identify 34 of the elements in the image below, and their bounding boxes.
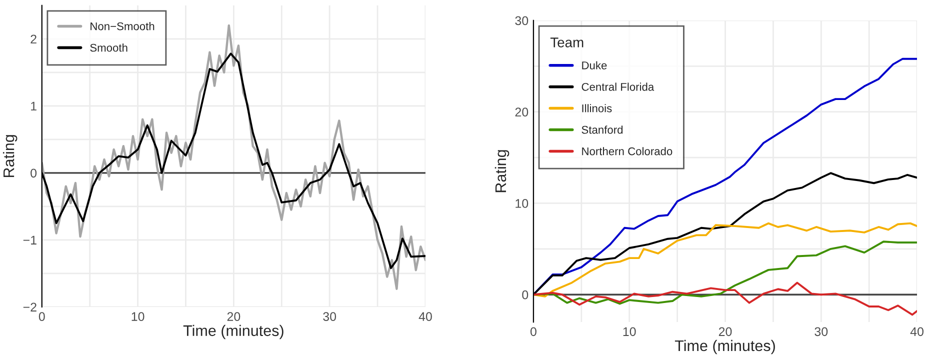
x-tick-label: 0 (530, 327, 536, 336)
line-series (533, 222, 918, 298)
legend-label: Central Florida (582, 82, 654, 91)
x-tick-label: 10 (132, 312, 144, 321)
x-tick-label: 0 (38, 312, 45, 321)
legend-label: Illinois (582, 104, 612, 112)
y-tick-label: 0 (522, 290, 528, 300)
y-tick-label: −1 (23, 236, 36, 244)
y-tick-label: 1 (31, 102, 36, 110)
x-axis-title: Time (minutes) (674, 340, 775, 354)
legend-title: Team (550, 38, 584, 48)
legend-label: Northern Colorado (582, 147, 672, 156)
x-axis-title: Time (minutes) (183, 324, 284, 340)
x-tick-label: 20 (227, 312, 240, 321)
x-tick-label: 40 (910, 327, 924, 336)
y-tick-label: −2 (23, 302, 36, 312)
line-series (533, 282, 918, 316)
legend-label: Stanford (582, 126, 623, 134)
y-tick-label: 2 (30, 34, 36, 44)
y-tick-label: 10 (516, 199, 528, 208)
x-tick-label: 30 (814, 327, 828, 336)
x-tick-label: 30 (323, 312, 336, 321)
x-tick-label: 20 (718, 327, 732, 336)
legend-label: Non−Smooth (90, 22, 154, 30)
y-tick-label: 30 (515, 16, 528, 26)
legend-label: Smooth (90, 44, 128, 52)
line-series (42, 24, 426, 290)
legend-label: Duke (582, 61, 607, 70)
y-axis-title: Rating (494, 150, 510, 192)
x-tick-label: 40 (418, 312, 432, 321)
y-tick-label: 0 (30, 168, 37, 178)
y-axis-title: Rating (2, 135, 18, 177)
y-tick-label: 20 (515, 108, 528, 116)
x-tick-label: 10 (623, 327, 636, 336)
